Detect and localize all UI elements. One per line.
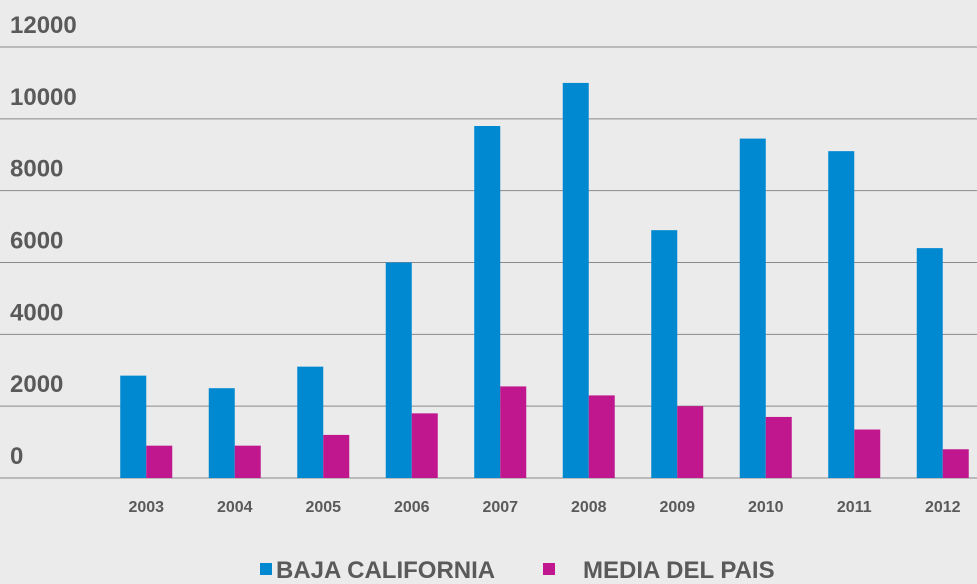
x-tick-label: 2011 [837,499,872,516]
bar [828,151,855,479]
x-tick-label: 2003 [128,499,164,516]
bar [474,126,501,479]
y-tick-label: 2000 [10,371,63,398]
bar [500,386,527,478]
x-tick-label: 2010 [748,499,784,516]
y-tick-label: 8000 [10,156,63,183]
bar [297,366,324,478]
x-tick-label: 2005 [305,499,341,516]
y-tick-label: 4000 [10,299,63,326]
x-tick-label: 2004 [217,499,253,516]
x-tick-label: 2007 [482,499,518,516]
x-tick-label: 2012 [925,499,961,516]
bar [916,248,943,478]
x-tick-label: 2009 [659,499,695,516]
bar [765,416,792,478]
bar [677,406,704,478]
legend-swatch [260,563,272,575]
y-tick-label: 10000 [10,84,77,111]
bar [234,445,261,478]
bar [323,434,350,478]
y-tick-label: 0 [10,443,23,470]
y-tick-label: 6000 [10,228,63,255]
legend-swatch [543,563,555,575]
x-tick-label: 2006 [394,499,430,516]
bar [120,375,147,478]
bar [385,262,412,478]
bar [208,388,235,478]
legend-label: BAJA CALIFORNIA [276,557,495,584]
bar [651,230,678,478]
y-tick-label: 12000 [10,12,77,39]
bar [739,138,766,478]
bar [854,429,881,478]
legend-label: MEDIA DEL PAIS [583,557,775,584]
bar [562,82,589,479]
bar [588,395,615,478]
bar [146,445,173,478]
bar [411,413,438,478]
bar [942,449,969,478]
x-tick-label: 2008 [571,499,607,516]
